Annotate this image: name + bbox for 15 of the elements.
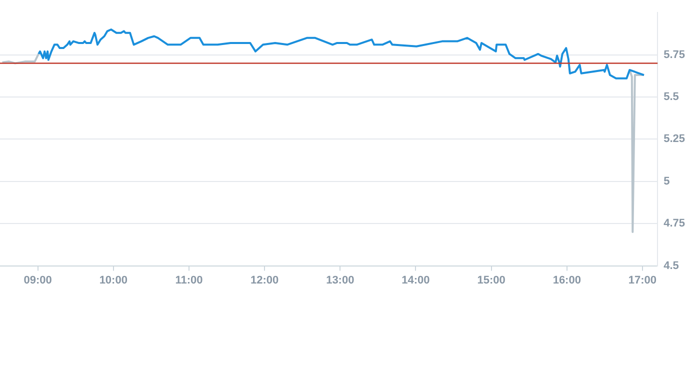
y-tick-label: 4.75 xyxy=(664,218,686,230)
x-tick-label: 12:00 xyxy=(250,274,279,286)
x-tick-label: 14:00 xyxy=(402,274,430,286)
x-tick-label: 16:00 xyxy=(552,274,581,286)
x-tick-label: 17:00 xyxy=(628,274,657,286)
y-tick-label: 4.5 xyxy=(664,260,679,272)
y-tick-label: 5.75 xyxy=(664,48,686,61)
x-tick-label: 15:00 xyxy=(477,274,506,286)
y-tick-label: 5.25 xyxy=(664,133,686,146)
x-tick-label: 13:00 xyxy=(326,274,354,286)
y-tick-label: 5.5 xyxy=(664,91,679,104)
x-tick-label: 11:00 xyxy=(175,274,203,286)
x-tick-label: 09:00 xyxy=(24,274,52,286)
x-tick-label: 10:00 xyxy=(99,274,128,286)
y-tick-label: 5 xyxy=(664,175,670,188)
